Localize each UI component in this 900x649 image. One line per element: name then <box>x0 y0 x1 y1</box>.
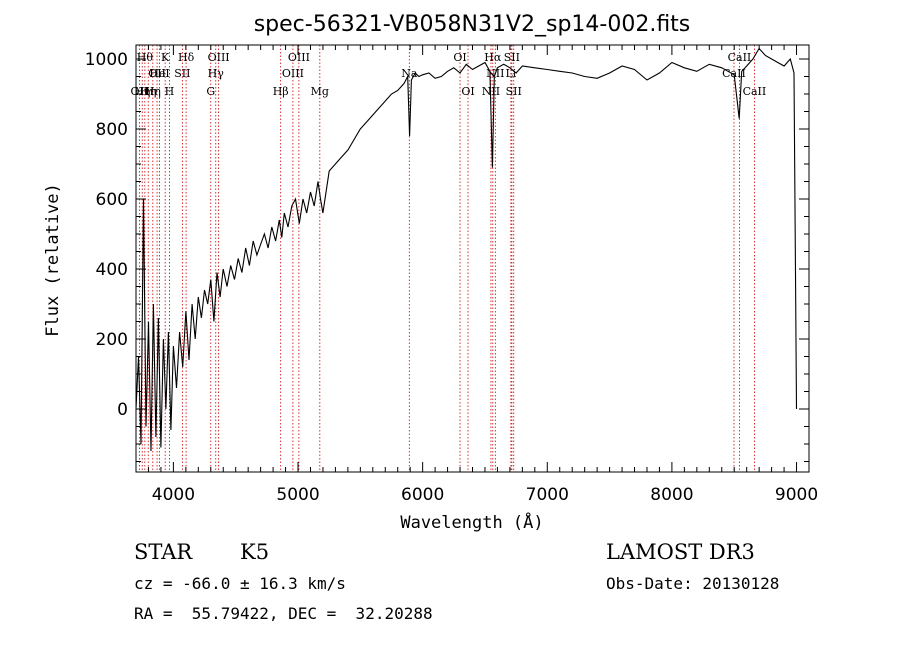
spectral-line-label: OI <box>461 85 474 98</box>
ra-dec-coordinates: RA = 55.79422, DEC = 32.20288 <box>134 604 433 623</box>
y-tick-label: 0 <box>117 400 128 420</box>
spectral-line-label: HeI <box>149 67 169 80</box>
spectral-line-label: CaII <box>743 85 767 98</box>
spectral-line-label: G <box>206 85 215 98</box>
survey-name: LAMOST DR3 <box>606 540 755 564</box>
spectral-line-label: OI <box>453 51 466 64</box>
spectral-line-label: Hη <box>134 85 150 98</box>
x-tick-label: 8000 <box>650 485 693 505</box>
y-tick-label: 600 <box>96 190 128 210</box>
spectral-line-label: Li <box>505 67 516 80</box>
spectral-line-label: SII <box>504 51 520 64</box>
x-tick-label: 9000 <box>775 485 818 505</box>
spectral-line-label: CaII <box>722 67 746 80</box>
object-class: STAR <box>134 540 193 564</box>
spectral-line-label: SII <box>174 67 190 80</box>
redshift-cz: cz = -66.0 ± 16.3 km/s <box>134 574 346 593</box>
spectral-line-labels: OIIHηHθHηHηOIIHeIKHSIIHδGHγOIIIHβOIIIOII… <box>131 51 767 98</box>
y-tick-label: 1000 <box>85 50 128 70</box>
spectral-line-label: Hδ <box>178 51 195 64</box>
spectral-line-label: Hα <box>484 51 502 64</box>
spectral-line-label: H <box>165 85 175 98</box>
spectral-line-label: OIII <box>282 67 304 80</box>
flux-series-line <box>135 47 798 452</box>
y-axis-ticks: 0 200 400 600 800 1000 <box>85 50 809 462</box>
spectral-line-label: OII <box>148 67 166 80</box>
spectral-line-label: Hβ <box>273 85 289 98</box>
x-tick-label: 5000 <box>276 485 319 505</box>
spectral-line-label: CaII <box>728 51 752 64</box>
y-axis-label: Flux (relative) <box>43 183 63 337</box>
spectral-line-label: K <box>161 51 170 64</box>
spectral-line-markers <box>138 45 755 472</box>
spectral-line-label: OII <box>131 85 149 98</box>
spectral-line-label: Hθ <box>137 51 154 64</box>
plot-frame <box>135 44 810 473</box>
chart-title: spec-56321-VB058N31V2_sp14-002.fits <box>254 12 691 37</box>
spectral-line-label: Hη <box>140 85 156 98</box>
object-subclass: K5 <box>240 540 270 564</box>
observation-date: Obs-Date: 20130128 <box>606 574 780 593</box>
spectral-line-label: Hη <box>145 85 161 98</box>
y-tick-label: 800 <box>96 120 128 140</box>
x-axis-ticks: 4000 5000 6000 7000 8000 9000 <box>135 45 818 505</box>
spectral-line-label: SII <box>506 85 522 98</box>
y-tick-label: 400 <box>96 260 128 280</box>
spectral-line-label: OIII <box>208 51 230 64</box>
spectral-line-label: Hγ <box>208 67 225 80</box>
x-tick-label: 7000 <box>526 485 569 505</box>
y-tick-label: 200 <box>96 330 128 350</box>
x-tick-label: 6000 <box>401 485 444 505</box>
x-axis-label: Wavelength (Å) <box>400 511 543 533</box>
spectral-line-label: OIII <box>288 51 310 64</box>
x-tick-label: 4000 <box>152 485 195 505</box>
spectral-line-label: Mg <box>311 85 329 98</box>
